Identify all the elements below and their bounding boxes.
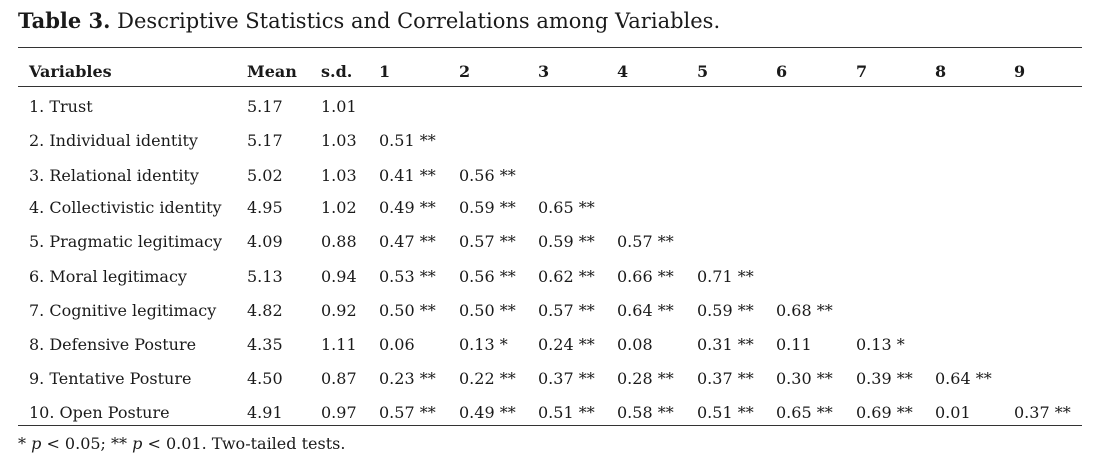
- header-cell: Mean: [247, 62, 297, 81]
- sd-cell: 1.03: [321, 166, 357, 185]
- header-cell: s.d.: [321, 62, 353, 81]
- correlation-cell: 0.64 **: [617, 301, 674, 320]
- mean-cell: 5.02: [247, 166, 283, 185]
- correlation-cell: 0.51 **: [538, 403, 595, 422]
- correlation-cell: 0.50 **: [379, 301, 436, 320]
- sd-cell: 0.88: [321, 232, 357, 251]
- correlation-cell: 0.37 **: [1014, 403, 1071, 422]
- variable-name-cell: 10. Open Posture: [29, 403, 170, 422]
- variable-name-cell: 2. Individual identity: [29, 131, 198, 150]
- correlation-cell: 0.58 **: [617, 403, 674, 422]
- correlation-cell: 0.59 **: [697, 301, 754, 320]
- correlation-cell: 0.28 **: [617, 369, 674, 388]
- correlation-cell: 0.57 **: [459, 232, 516, 251]
- correlation-cell: 0.57 **: [538, 301, 595, 320]
- sd-cell: 0.92: [321, 301, 357, 320]
- variable-name-cell: 7. Cognitive legitimacy: [29, 301, 217, 320]
- correlation-cell: 0.69 **: [856, 403, 913, 422]
- sd-cell: 0.97: [321, 403, 357, 422]
- correlation-cell: 0.08: [617, 335, 653, 354]
- correlation-cell: 0.11: [776, 335, 812, 354]
- sd-cell: 0.94: [321, 267, 357, 286]
- header-cell: 1: [379, 62, 391, 81]
- variable-name-cell: 6. Moral legitimacy: [29, 267, 187, 286]
- correlation-cell: 0.06: [379, 335, 415, 354]
- table-footnote: * p < 0.05; ** p < 0.01. Two-tailed test…: [18, 434, 345, 453]
- mean-cell: 5.13: [247, 267, 283, 286]
- variable-name-cell: 4. Collectivistic identity: [29, 198, 222, 217]
- footnote-text-2: < 0.01. Two-tailed tests.: [147, 434, 346, 453]
- correlation-cell: 0.57 **: [379, 403, 436, 422]
- correlation-cell: 0.41 **: [379, 166, 436, 185]
- mean-cell: 4.50: [247, 369, 283, 388]
- correlation-cell: 0.56 **: [459, 166, 516, 185]
- header-cell: 2: [459, 62, 471, 81]
- variable-name-cell: 8. Defensive Posture: [29, 335, 197, 354]
- sd-cell: 1.11: [321, 335, 357, 354]
- table-title: Table 3. Descriptive Statistics and Corr…: [18, 8, 720, 33]
- mean-cell: 4.95: [247, 198, 283, 217]
- correlation-cell: 0.57 **: [617, 232, 674, 251]
- correlation-cell: 0.53 **: [379, 267, 436, 286]
- correlation-cell: 0.31 **: [697, 335, 754, 354]
- correlation-cell: 0.65 **: [538, 198, 595, 217]
- variable-name-cell: 1. Trust: [29, 97, 93, 116]
- correlation-cell: 0.49 **: [459, 403, 516, 422]
- correlation-cell: 0.64 **: [935, 369, 992, 388]
- header-cell: 7: [856, 62, 868, 81]
- sd-cell: 0.87: [321, 369, 357, 388]
- variable-name-cell: 5. Pragmatic legitimacy: [29, 232, 223, 251]
- correlation-cell: 0.37 **: [538, 369, 595, 388]
- top-rule: [18, 47, 1082, 48]
- correlation-cell: 0.68 **: [776, 301, 833, 320]
- correlation-cell: 0.37 **: [697, 369, 754, 388]
- sd-cell: 1.02: [321, 198, 357, 217]
- footnote-star: *: [18, 434, 26, 453]
- header-cell: Variables: [29, 62, 112, 81]
- footnote-p-1: p: [31, 434, 42, 453]
- correlation-cell: 0.47 **: [379, 232, 436, 251]
- table-title-text: Descriptive Statistics and Correlations …: [117, 9, 721, 33]
- correlation-cell: 0.51 **: [697, 403, 754, 422]
- correlation-cell: 0.51 **: [379, 131, 436, 150]
- correlation-cell: 0.30 **: [776, 369, 833, 388]
- mean-cell: 4.82: [247, 301, 283, 320]
- correlation-cell: 0.13 *: [856, 335, 905, 354]
- correlation-cell: 0.62 **: [538, 267, 595, 286]
- variable-name-cell: 3. Relational identity: [29, 166, 199, 185]
- correlation-cell: 0.65 **: [776, 403, 833, 422]
- correlation-cell: 0.71 **: [697, 267, 754, 286]
- correlation-cell: 0.13 *: [459, 335, 508, 354]
- mean-cell: 5.17: [247, 131, 283, 150]
- mean-cell: 4.35: [247, 335, 283, 354]
- correlation-cell: 0.59 **: [538, 232, 595, 251]
- header-cell: 4: [617, 62, 629, 81]
- header-cell: 8: [935, 62, 947, 81]
- correlation-cell: 0.49 **: [379, 198, 436, 217]
- header-rule: [18, 86, 1082, 87]
- correlation-cell: 0.24 **: [538, 335, 595, 354]
- bottom-rule: [18, 425, 1082, 426]
- mean-cell: 4.09: [247, 232, 283, 251]
- correlation-cell: 0.59 **: [459, 198, 516, 217]
- footnote-text-1: < 0.05; **: [46, 434, 128, 453]
- header-cell: 9: [1014, 62, 1026, 81]
- footnote-p-2: p: [132, 434, 143, 453]
- header-cell: 3: [538, 62, 550, 81]
- header-cell: 6: [776, 62, 788, 81]
- variable-name-cell: 9. Tentative Posture: [29, 369, 192, 388]
- correlation-cell: 0.56 **: [459, 267, 516, 286]
- correlation-cell: 0.39 **: [856, 369, 913, 388]
- correlation-cell: 0.22 **: [459, 369, 516, 388]
- correlation-cell: 0.50 **: [459, 301, 516, 320]
- correlation-cell: 0.66 **: [617, 267, 674, 286]
- correlation-cell: 0.23 **: [379, 369, 436, 388]
- sd-cell: 1.03: [321, 131, 357, 150]
- sd-cell: 1.01: [321, 97, 357, 116]
- header-cell: 5: [697, 62, 709, 81]
- correlation-cell: 0.01: [935, 403, 971, 422]
- table-title-label: Table 3.: [18, 8, 111, 33]
- mean-cell: 4.91: [247, 403, 283, 422]
- mean-cell: 5.17: [247, 97, 283, 116]
